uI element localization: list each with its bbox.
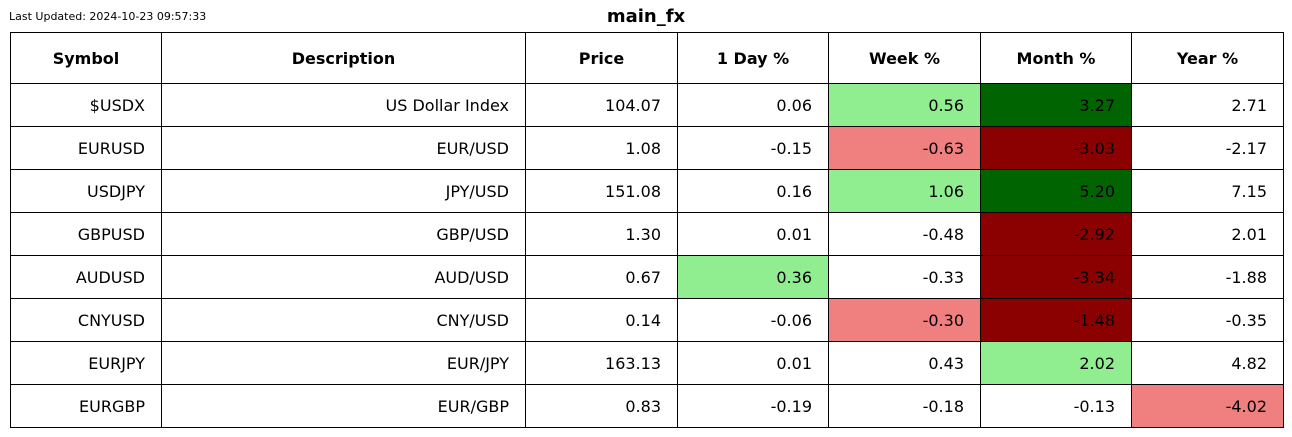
cell-week: -0.48 bbox=[828, 212, 981, 256]
cell-day: 0.16 bbox=[677, 169, 829, 213]
cell-price: 1.08 bbox=[525, 126, 678, 170]
table-row: EURJPY EUR/JPY 163.13 0.01 0.43 2.02 4.82 bbox=[10, 341, 1284, 385]
table-row: EURGBP EUR/GBP 0.83 -0.19 -0.18 -0.13 -4.02 bbox=[10, 384, 1284, 428]
cell-price: 151.08 bbox=[525, 169, 678, 213]
cell-week: -0.33 bbox=[828, 255, 981, 299]
cell-month: 3.27 bbox=[980, 83, 1132, 127]
cell-description: GBP/USD bbox=[161, 212, 526, 256]
cell-price: 0.14 bbox=[525, 298, 678, 342]
cell-price: 0.83 bbox=[525, 384, 678, 428]
cell-month: 5.20 bbox=[980, 169, 1132, 213]
cell-description: EUR/USD bbox=[161, 126, 526, 170]
fx-table: Symbol Description Price 1 Day % Week % Month… bbox=[10, 32, 1284, 428]
cell-description: AUD/USD bbox=[161, 255, 526, 299]
cell-symbol: EURUSD bbox=[10, 126, 162, 170]
cell-week: 1.06 bbox=[828, 169, 981, 213]
cell-week: -0.18 bbox=[828, 384, 981, 428]
cell-symbol: CNYUSD bbox=[10, 298, 162, 342]
table-row: CNYUSD CNY/USD 0.14 -0.06 -0.30 -1.48 -0.35 bbox=[10, 298, 1284, 342]
table-row: $USDX US Dollar Index 104.07 0.06 0.56 3.27 2.… bbox=[10, 83, 1284, 127]
cell-month: 2.02 bbox=[980, 341, 1132, 385]
cell-year: 7.15 bbox=[1131, 169, 1284, 213]
cell-description: EUR/JPY bbox=[161, 341, 526, 385]
column-header-year: Year % bbox=[1131, 32, 1284, 84]
cell-day: -0.19 bbox=[677, 384, 829, 428]
last-updated-label: Last Updated: 2024-10-23 09:57:33 bbox=[9, 10, 207, 23]
cell-price: 0.67 bbox=[525, 255, 678, 299]
cell-symbol: GBPUSD bbox=[10, 212, 162, 256]
cell-description: JPY/USD bbox=[161, 169, 526, 213]
cell-price: 1.30 bbox=[525, 212, 678, 256]
cell-symbol: EURGBP bbox=[10, 384, 162, 428]
table-title: main_fx bbox=[606, 6, 686, 27]
cell-day: 0.36 bbox=[677, 255, 829, 299]
cell-year: 2.71 bbox=[1131, 83, 1284, 127]
cell-month: -1.48 bbox=[980, 298, 1132, 342]
table-row: USDJPY JPY/USD 151.08 0.16 1.06 5.20 7.15 bbox=[10, 169, 1284, 213]
table-row: EURUSD EUR/USD 1.08 -0.15 -0.63 -3.03 -2.17 bbox=[10, 126, 1284, 170]
cell-month: -0.13 bbox=[980, 384, 1132, 428]
cell-month: -3.03 bbox=[980, 126, 1132, 170]
column-header-description: Description bbox=[161, 32, 526, 84]
header-row: Symbol Description Price 1 Day % Week % Month… bbox=[10, 32, 1284, 84]
table-body: $USDX US Dollar Index 104.07 0.06 0.56 3.27 2.… bbox=[10, 83, 1284, 428]
cell-day: -0.15 bbox=[677, 126, 829, 170]
cell-description: US Dollar Index bbox=[161, 83, 526, 127]
cell-year: 4.82 bbox=[1131, 341, 1284, 385]
cell-day: 0.01 bbox=[677, 212, 829, 256]
cell-year: -0.35 bbox=[1131, 298, 1284, 342]
column-header-price: Price bbox=[525, 32, 678, 84]
cell-week: -0.30 bbox=[828, 298, 981, 342]
column-header-day: 1 Day % bbox=[677, 32, 829, 84]
cell-week: -0.63 bbox=[828, 126, 981, 170]
cell-month: -2.92 bbox=[980, 212, 1132, 256]
cell-description: CNY/USD bbox=[161, 298, 526, 342]
cell-year: -4.02 bbox=[1131, 384, 1284, 428]
cell-symbol: USDJPY bbox=[10, 169, 162, 213]
cell-price: 104.07 bbox=[525, 83, 678, 127]
cell-week: 0.56 bbox=[828, 83, 981, 127]
cell-symbol: $USDX bbox=[10, 83, 162, 127]
cell-year: -1.88 bbox=[1131, 255, 1284, 299]
column-header-week: Week % bbox=[828, 32, 981, 84]
cell-week: 0.43 bbox=[828, 341, 981, 385]
table-row: AUDUSD AUD/USD 0.67 0.36 -0.33 -3.34 -1.88 bbox=[10, 255, 1284, 299]
cell-year: -2.17 bbox=[1131, 126, 1284, 170]
cell-day: 0.01 bbox=[677, 341, 829, 385]
cell-price: 163.13 bbox=[525, 341, 678, 385]
cell-month: -3.34 bbox=[980, 255, 1132, 299]
cell-year: 2.01 bbox=[1131, 212, 1284, 256]
cell-symbol: EURJPY bbox=[10, 341, 162, 385]
cell-day: -0.06 bbox=[677, 298, 829, 342]
cell-description: EUR/GBP bbox=[161, 384, 526, 428]
cell-symbol: AUDUSD bbox=[10, 255, 162, 299]
table-header: Symbol Description Price 1 Day % Week % Month… bbox=[10, 32, 1284, 84]
cell-day: 0.06 bbox=[677, 83, 829, 127]
column-header-symbol: Symbol bbox=[10, 32, 162, 84]
column-header-month: Month % bbox=[980, 32, 1132, 84]
table-row: GBPUSD GBP/USD 1.30 0.01 -0.48 -2.92 2.01 bbox=[10, 212, 1284, 256]
